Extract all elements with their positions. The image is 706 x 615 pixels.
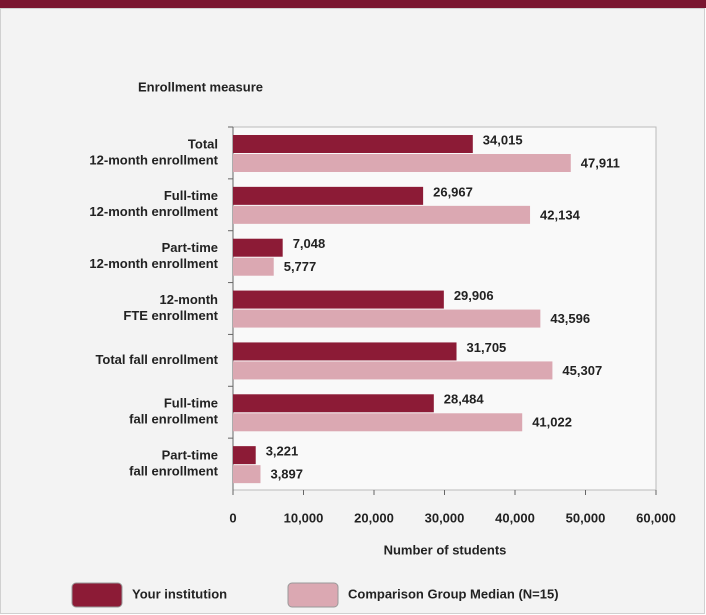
legend-label: Your institution <box>132 586 227 601</box>
y-tick-label: 12-month enrollment <box>89 256 218 271</box>
y-tick-label: Total fall enrollment <box>95 352 218 367</box>
legend-swatch <box>287 582 339 608</box>
bar <box>233 465 261 484</box>
bar <box>233 361 553 380</box>
bar <box>233 309 541 328</box>
value-label: 3,897 <box>270 467 303 482</box>
value-label: 28,484 <box>444 392 485 407</box>
y-tick-label: fall enrollment <box>129 464 219 479</box>
y-tick-label: 12-month enrollment <box>89 152 218 167</box>
bar <box>233 413 523 432</box>
legend-label: Comparison Group Median (N=15) <box>348 586 559 601</box>
value-label: 43,596 <box>550 311 590 326</box>
y-tick-label: Full-time <box>164 188 218 203</box>
x-tick-label: 50,000 <box>566 510 606 525</box>
value-label: 34,015 <box>483 132 523 147</box>
x-tick-label: 30,000 <box>425 510 465 525</box>
y-tick-label: fall enrollment <box>129 412 219 427</box>
y-tick-label: Part-time <box>162 240 218 255</box>
chart-title: Enrollment measure <box>138 79 263 94</box>
bar <box>233 135 473 153</box>
bar <box>233 446 256 465</box>
value-label: 5,777 <box>284 259 317 274</box>
bar <box>233 154 571 172</box>
value-label: 26,967 <box>433 184 473 199</box>
x-axis-label: Number of students <box>384 542 507 557</box>
value-label: 29,906 <box>454 288 494 303</box>
value-label: 45,307 <box>562 363 602 378</box>
top-band <box>0 0 706 8</box>
bar <box>233 257 274 276</box>
value-label: 3,221 <box>266 444 299 459</box>
x-tick-label: 40,000 <box>495 510 535 525</box>
value-label: 42,134 <box>540 207 581 222</box>
x-tick-label: 60,000 <box>636 510 676 525</box>
value-label: 31,705 <box>467 340 507 355</box>
value-label: 41,022 <box>532 415 572 430</box>
bar <box>233 238 283 257</box>
bar <box>233 205 531 224</box>
x-tick-label: 10,000 <box>284 510 324 525</box>
y-tick-label: Full-time <box>164 396 218 411</box>
bar <box>233 186 424 205</box>
value-label: 47,911 <box>581 155 620 170</box>
y-tick-label: FTE enrollment <box>123 308 218 323</box>
bar <box>233 342 457 361</box>
y-tick-label: 12-month enrollment <box>89 204 218 219</box>
value-label: 7,048 <box>293 236 326 251</box>
bar <box>233 290 444 309</box>
y-tick-label: 12-month <box>160 292 219 307</box>
x-tick-label: 20,000 <box>354 510 394 525</box>
legend-swatch <box>71 582 123 608</box>
y-tick-label: Total <box>188 136 218 151</box>
x-tick-label: 0 <box>229 510 236 525</box>
bar <box>233 394 434 413</box>
y-tick-label: Part-time <box>162 448 218 463</box>
